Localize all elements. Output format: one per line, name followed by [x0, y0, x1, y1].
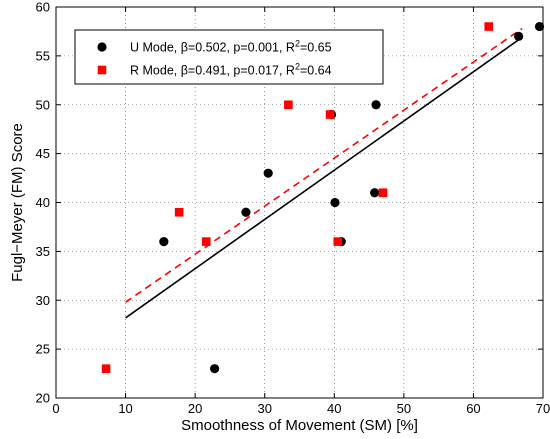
data-points — [101, 21, 545, 374]
legend-label-series-1: U Mode, β=0.502, p=0.001, R2=0.65 — [130, 39, 332, 55]
y-tick-label: 25 — [36, 342, 50, 357]
legend-box — [74, 29, 384, 85]
point-series-1 — [330, 197, 340, 208]
legend-marker-series-2 — [97, 65, 107, 75]
x-tick-label: 30 — [257, 401, 271, 416]
tick-labels: 0 10 20 30 40 50 60 70 20 25 30 35 40 45 50 55 60 — [36, 0, 550, 416]
x-tick-label: 70 — [536, 401, 550, 416]
point-series-2 — [174, 207, 184, 217]
point-series-2 — [101, 364, 111, 373]
y-tick-label: 50 — [36, 97, 50, 112]
point-series-2 — [333, 237, 343, 246]
point-series-1 — [370, 188, 380, 198]
x-tick-label: 50 — [397, 401, 411, 416]
y-tick-label: 40 — [36, 195, 50, 210]
fit-line-series-1 — [125, 36, 523, 319]
point-series-1 — [241, 207, 251, 217]
legend-marker-series-1 — [97, 42, 107, 52]
point-series-2 — [284, 100, 293, 110]
x-tick-label: 0 — [52, 401, 59, 416]
x-tick-label: 40 — [327, 401, 341, 416]
point-series-1 — [210, 364, 220, 374]
x-tick-label: 60 — [466, 401, 480, 416]
y-tick-label: 60 — [36, 0, 50, 15]
y-tick-label: 20 — [36, 391, 50, 406]
legend: U Mode, β=0.502, p=0.001, R2=0.65 R Mode,… — [74, 29, 384, 85]
x-tick-label: 20 — [188, 401, 202, 416]
x-axis-label: Smoothness of Movement (SM) [%] — [181, 417, 418, 434]
fit-line-series-2 — [125, 27, 523, 303]
point-series-1 — [371, 100, 381, 110]
point-series-2 — [325, 110, 335, 119]
x-tick-label: 10 — [118, 401, 132, 416]
point-series-2 — [378, 188, 388, 198]
point-series-2 — [484, 22, 494, 31]
point-series-1 — [514, 31, 524, 41]
legend-label-series-2: R Mode, β=0.491, p=0.017, R2=0.64 — [130, 62, 332, 78]
point-series-1 — [534, 21, 545, 32]
y-axis-label: Fugl−Meyer (FM) Score — [9, 123, 26, 282]
axis-ticks — [55, 6, 544, 399]
fit-lines — [125, 27, 523, 319]
y-tick-label: 35 — [36, 244, 50, 259]
y-tick-label: 30 — [36, 293, 50, 308]
point-series-1 — [263, 168, 273, 178]
y-tick-label: 55 — [36, 48, 50, 63]
y-tick-label: 45 — [36, 146, 50, 161]
point-series-1 — [159, 237, 169, 247]
point-series-2 — [201, 237, 211, 246]
